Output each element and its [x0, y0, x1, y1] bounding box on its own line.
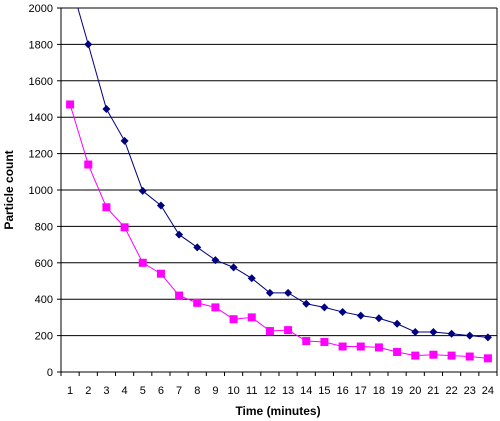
data-point — [429, 327, 438, 336]
x-tick-label: 20 — [409, 385, 421, 397]
x-tick-label: 8 — [194, 385, 200, 397]
data-point — [338, 307, 347, 316]
data-point — [265, 288, 274, 297]
x-tick-label: 19 — [391, 385, 403, 397]
x-tick-label: 12 — [264, 385, 276, 397]
data-point — [393, 319, 402, 328]
data-point — [102, 203, 111, 212]
x-tick-label: 1 — [67, 385, 73, 397]
x-tick-label: 23 — [464, 385, 476, 397]
x-tick-label: 2 — [85, 385, 91, 397]
x-tick-label: 3 — [103, 385, 109, 397]
data-point — [84, 160, 93, 169]
data-point — [447, 329, 456, 338]
x-axis-title: Time (minutes) — [235, 404, 320, 418]
x-tick-label: 10 — [227, 385, 239, 397]
data-point — [102, 105, 111, 114]
y-tick-labels: 0 200 400 600 800 1000 1200 1400 1600 1800 2000 — [29, 3, 53, 379]
x-tick-labels: 1 2 3 4 5 6 7 8 9 10 11 12 13 14 15 16 17 18 19 20 21 22 23 24 — [60, 372, 498, 397]
x-tick-label: 5 — [140, 385, 146, 397]
data-point — [193, 298, 202, 307]
data-point — [411, 327, 420, 336]
data-point — [175, 230, 184, 239]
data-point — [193, 243, 202, 252]
data-point — [138, 186, 147, 195]
y-tick-label: 2000 — [29, 3, 53, 15]
data-point — [320, 337, 329, 346]
data-point — [356, 342, 365, 351]
data-point — [211, 256, 220, 265]
data-point — [175, 291, 184, 300]
series-line — [69, 104, 488, 359]
x-tick-label: 16 — [336, 385, 348, 397]
x-tick-label: 11 — [246, 385, 257, 397]
data-point — [302, 337, 311, 346]
data-point — [138, 258, 147, 267]
data-point — [156, 269, 165, 278]
y-tick-label: 1600 — [29, 76, 53, 88]
data-point — [120, 136, 129, 145]
data-point — [393, 347, 402, 356]
data-point — [120, 223, 129, 232]
data-point — [211, 303, 220, 312]
y-tick-label: 600 — [35, 258, 53, 270]
y-tick-label: 400 — [35, 294, 53, 306]
data-point — [338, 342, 347, 351]
data-point — [265, 327, 274, 336]
x-tick-label: 4 — [122, 385, 128, 397]
y-tick-label: 0 — [47, 367, 53, 379]
data-point — [229, 263, 238, 272]
data-point — [284, 288, 293, 297]
data-point — [302, 299, 311, 308]
data-point — [465, 331, 474, 340]
y-tick-label: 800 — [35, 221, 53, 233]
data-point — [374, 343, 383, 352]
x-tick-label: 17 — [355, 385, 367, 397]
x-tick-label: 22 — [445, 385, 457, 397]
data-point — [411, 351, 420, 360]
y-axis-title: Particle count — [2, 150, 16, 229]
x-tick-label: 18 — [373, 385, 385, 397]
data-point — [247, 274, 256, 283]
y-tick-label: 1800 — [29, 39, 53, 51]
x-tick-label: 7 — [176, 385, 182, 397]
data-point — [465, 352, 474, 361]
series-group — [66, 8, 492, 363]
y-tick-label: 1000 — [29, 185, 53, 197]
data-point — [320, 303, 329, 312]
series-1 — [77, 8, 492, 342]
data-point — [356, 311, 365, 320]
series-line — [77, 8, 488, 338]
x-tick-label: 24 — [482, 385, 494, 397]
data-point — [483, 333, 492, 342]
x-tick-label: 21 — [427, 385, 439, 397]
data-point — [66, 100, 75, 109]
x-tick-label: 15 — [318, 385, 330, 397]
y-tick-label: 200 — [35, 331, 53, 343]
data-point — [429, 350, 438, 359]
data-point — [374, 314, 383, 323]
data-point — [247, 313, 256, 322]
x-tick-label: 9 — [212, 385, 218, 397]
x-tick-label: 6 — [158, 385, 164, 397]
data-point — [483, 354, 492, 363]
data-point — [284, 326, 293, 335]
y-tick-label: 1200 — [29, 149, 53, 161]
x-tick-label: 13 — [282, 385, 294, 397]
data-point — [229, 315, 238, 324]
x-tick-label: 14 — [300, 385, 312, 397]
gridlines — [57, 7, 497, 373]
data-point — [84, 40, 93, 49]
series-2 — [66, 100, 492, 363]
data-point — [447, 351, 456, 360]
data-point — [156, 201, 165, 210]
y-tick-label: 1400 — [29, 112, 53, 124]
